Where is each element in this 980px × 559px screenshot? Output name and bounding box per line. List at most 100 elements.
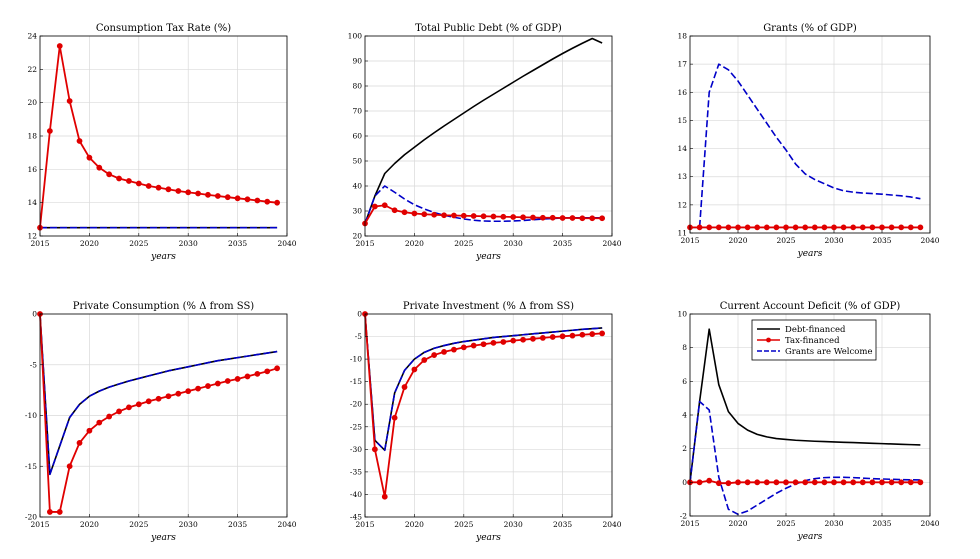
- x-tick-label: 2030: [179, 520, 198, 529]
- data-point-tax: [401, 209, 408, 216]
- data-point-tax: [470, 342, 477, 349]
- data-point-tax: [783, 224, 789, 231]
- y-tick-label: 8: [682, 343, 687, 352]
- data-point-tax: [907, 479, 914, 486]
- data-point-tax: [224, 194, 231, 201]
- y-tick-label: -2: [680, 512, 688, 521]
- data-point-tax: [66, 98, 73, 104]
- y-tick-label: 10: [677, 310, 687, 319]
- data-point-tax: [735, 479, 741, 486]
- data-point-tax: [460, 212, 467, 219]
- data-point-tax: [106, 171, 113, 178]
- chart-title: Consumption Tax Rate (%): [96, 23, 231, 34]
- y-tick-label: 16: [27, 165, 37, 174]
- y-tick-label: 12: [677, 200, 687, 209]
- x-tick-label: 2025: [776, 519, 795, 528]
- y-tick-label: 100: [348, 32, 363, 41]
- data-point-tax: [381, 493, 388, 500]
- x-tick-label: 2035: [872, 519, 891, 528]
- y-tick-label: 70: [352, 107, 362, 116]
- data-point-tax: [165, 393, 172, 400]
- chart-title: Grants (% of GDP): [763, 23, 857, 34]
- data-point-tax: [66, 463, 73, 470]
- x-tick-label: 2030: [504, 239, 523, 248]
- x-tick-label: 2015: [680, 519, 699, 528]
- y-tick-label: -45: [350, 513, 362, 522]
- data-point-tax: [735, 224, 741, 231]
- data-point-tax: [264, 198, 271, 205]
- data-point-tax: [490, 339, 497, 346]
- y-tick-label: -5: [355, 332, 363, 341]
- data-point-tax: [244, 196, 251, 203]
- data-point-tax: [569, 215, 576, 221]
- data-point-tax: [510, 337, 517, 344]
- y-tick-label: -40: [350, 490, 362, 499]
- y-tick-label: 15: [677, 116, 687, 125]
- data-point-tax: [145, 183, 152, 189]
- data-point-tax: [441, 348, 447, 355]
- series-line-debt: [689, 328, 921, 483]
- data-point-tax: [888, 479, 895, 486]
- x-tick-label: 2040: [602, 239, 621, 248]
- data-point-tax: [520, 214, 526, 221]
- x-tick-label: 2035: [228, 520, 247, 529]
- data-point-tax: [401, 384, 408, 390]
- data-point-tax: [520, 336, 526, 343]
- data-point-tax: [175, 188, 182, 194]
- x-tick-label: 2020: [728, 519, 747, 528]
- data-point-tax: [126, 178, 132, 184]
- data-point-tax: [165, 186, 172, 193]
- x-tick-label: 2035: [228, 239, 247, 248]
- data-point-tax: [917, 224, 924, 231]
- chart-panel-4: 2015 2020 2025 2030 2035 2040 -20 -15 -10 -5 0 Priv…: [25, 301, 297, 543]
- y-tick-label: 0: [357, 310, 362, 319]
- plot-area: [365, 314, 612, 517]
- plot-frame: [689, 35, 931, 234]
- data-point-tax: [589, 215, 596, 222]
- data-point-tax: [589, 331, 596, 337]
- data-point-tax: [569, 332, 576, 339]
- data-point-tax: [441, 212, 447, 219]
- data-point-tax: [371, 203, 378, 210]
- data-point-tax: [559, 215, 566, 221]
- data-point-tax: [859, 479, 866, 486]
- data-point-tax: [46, 509, 53, 515]
- chart-panel-2: 2015 2020 2025 2030 2035 20402030405060708090…: [348, 23, 622, 262]
- data-point-tax: [530, 214, 536, 221]
- data-point-tax: [831, 479, 837, 486]
- data-point-tax: [86, 427, 93, 434]
- data-point-tax: [850, 224, 857, 231]
- x-tick-label: 2040: [277, 239, 296, 248]
- x-tick-label: 2025: [129, 239, 148, 248]
- data-point-tax: [96, 419, 103, 426]
- x-axis-label: years: [150, 252, 176, 262]
- data-point-tax: [214, 193, 221, 199]
- data-point-tax: [145, 398, 152, 405]
- x-tick-label: 2020: [728, 236, 747, 245]
- y-tick-label: -10: [350, 355, 362, 364]
- data-point-tax: [706, 477, 713, 484]
- y-tick-label: 17: [677, 60, 687, 69]
- data-point-tax: [792, 224, 799, 231]
- data-point-tax: [76, 440, 83, 446]
- data-point-tax: [116, 175, 122, 182]
- y-tick-label: 0: [682, 478, 687, 487]
- data-point-tax: [116, 408, 122, 415]
- data-point-tax: [898, 224, 905, 231]
- data-point-tax: [205, 383, 211, 389]
- data-point-tax: [254, 370, 261, 377]
- data-point-tax: [421, 357, 428, 363]
- data-point-tax: [869, 479, 876, 486]
- data-point-tax: [888, 224, 895, 231]
- data-point-tax: [715, 224, 722, 231]
- data-point-tax: [234, 195, 241, 202]
- x-tick-label: 2035: [872, 236, 891, 245]
- data-point-tax: [599, 215, 606, 222]
- data-point-tax: [549, 334, 556, 340]
- y-tick-label: 40: [352, 182, 362, 191]
- y-tick-label: -20: [350, 400, 362, 409]
- data-point-tax: [381, 202, 388, 209]
- data-point-tax: [391, 207, 398, 214]
- data-point-tax: [549, 214, 556, 221]
